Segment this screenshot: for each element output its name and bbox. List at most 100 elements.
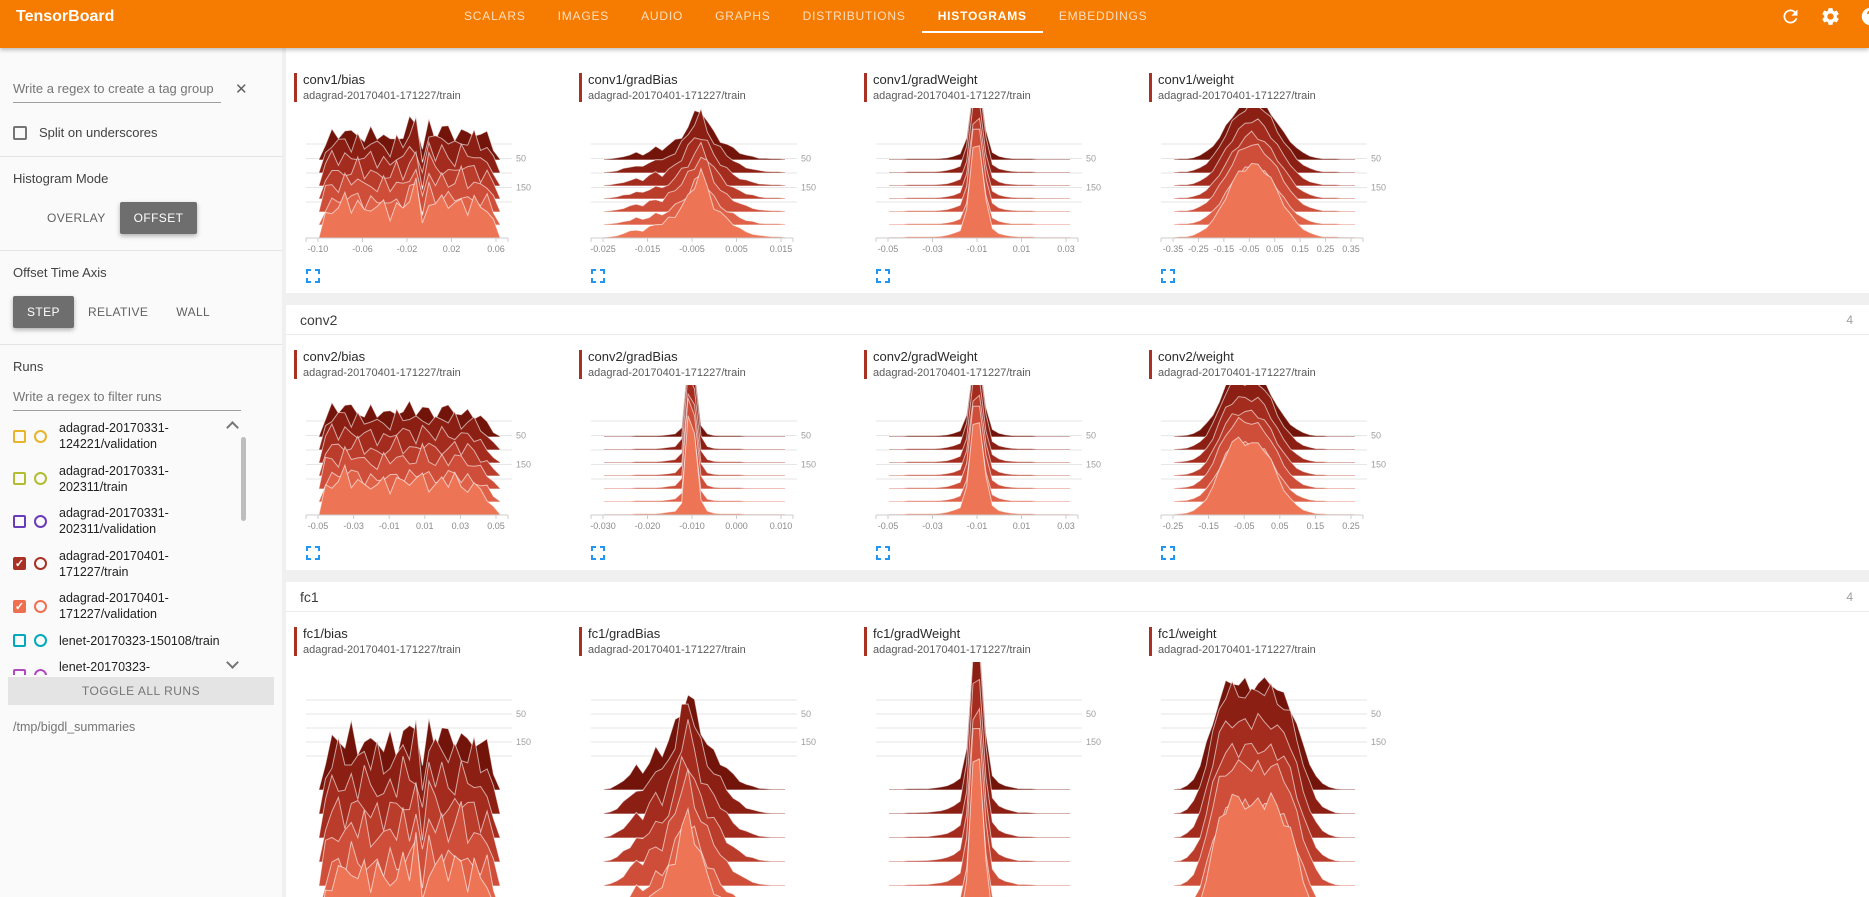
expand-icon[interactable] xyxy=(591,269,605,283)
histogram-chart[interactable]: 50 150 -0.10 -0.06 -0.02 0.02 0.06 xyxy=(292,108,544,258)
histogram-card: conv1/bias adagrad-20170401-171227/train 5… xyxy=(292,64,577,289)
section-title: conv2 xyxy=(300,311,338,328)
svg-text:-0.02: -0.02 xyxy=(397,244,418,254)
expand-button[interactable] xyxy=(1147,263,1432,289)
svg-text:50: 50 xyxy=(516,154,526,164)
run-solo-radio[interactable] xyxy=(34,514,47,528)
run-regex-input[interactable] xyxy=(13,384,241,411)
svg-text:-0.030: -0.030 xyxy=(590,521,616,531)
run-checkbox[interactable]: ✓ xyxy=(13,557,26,571)
runs-scrollbar[interactable] xyxy=(241,437,246,521)
tab-distributions[interactable]: DISTRIBUTIONS xyxy=(802,9,906,23)
run-checkbox[interactable] xyxy=(13,668,26,675)
split-underscores-checkbox[interactable] xyxy=(13,125,27,140)
section-header[interactable] xyxy=(286,48,1869,58)
run-solo-radio[interactable] xyxy=(34,557,47,571)
section-header[interactable]: fc1 4 xyxy=(286,582,1869,612)
svg-text:0.05: 0.05 xyxy=(1266,244,1284,254)
cards-row: fc1/bias adagrad-20170401-171227/train 50 1… xyxy=(286,612,1869,897)
card-header: fc1/gradBias adagrad-20170401-171227/trai… xyxy=(577,618,862,656)
expand-icon[interactable] xyxy=(876,546,890,560)
cards-row: conv1/bias adagrad-20170401-171227/train 5… xyxy=(286,58,1869,293)
run-checkbox[interactable] xyxy=(13,634,26,648)
help-icon[interactable] xyxy=(1860,6,1869,27)
tag-filter-block: ✕ Split on underscores xyxy=(0,48,282,157)
card-run-name: adagrad-20170401-171227/train xyxy=(1158,644,1316,656)
run-checkbox[interactable]: ✓ xyxy=(13,599,26,613)
histogram-chart[interactable]: 50 150 xyxy=(577,662,829,897)
histogram-chart[interactable]: 50 150 xyxy=(292,662,544,897)
card-run-name: adagrad-20170401-171227/train xyxy=(303,367,461,379)
expand-button[interactable] xyxy=(292,263,577,289)
expand-icon[interactable] xyxy=(306,546,320,560)
run-list-item: lenet-20170323-150108/train xyxy=(13,628,269,654)
histogram-mode-label: Histogram Mode xyxy=(13,171,109,186)
close-icon[interactable]: ✕ xyxy=(235,81,248,98)
expand-icon[interactable] xyxy=(876,269,890,283)
time-axis-relative-button[interactable]: RELATIVE xyxy=(87,305,149,319)
expand-icon[interactable] xyxy=(1161,269,1175,283)
toggle-all-runs-button[interactable]: TOGGLE ALL RUNS xyxy=(8,677,274,705)
histogram-chart[interactable]: 50 150 -0.05 -0.03 -0.01 0.01 0.03 xyxy=(862,80,1114,258)
histogram-chart[interactable]: 50 150 xyxy=(1147,662,1399,897)
card-header: conv1/gradWeight adagrad-20170401-171227/… xyxy=(862,64,1147,102)
section-header[interactable]: conv2 4 xyxy=(286,305,1869,335)
time-axis-step-button[interactable]: STEP xyxy=(13,296,74,328)
run-checkbox[interactable] xyxy=(13,429,26,443)
runs-block: Runs adagrad-20170331-124221/validationa… xyxy=(0,345,282,675)
svg-text:-0.15: -0.15 xyxy=(1198,521,1219,531)
expand-button[interactable] xyxy=(292,540,577,566)
svg-text:0.06: 0.06 xyxy=(487,244,505,254)
histogram-mode-overlay-button[interactable]: OVERLAY xyxy=(47,211,106,225)
run-checkbox[interactable] xyxy=(13,514,26,528)
run-name: adagrad-20170401-171227/validation xyxy=(59,591,169,622)
run-solo-radio[interactable] xyxy=(34,472,47,486)
tag-section-fc1: fc1 4 fc1/bias adagrad-20170401-171227/trai… xyxy=(286,582,1869,897)
svg-text:50: 50 xyxy=(516,431,526,441)
expand-button[interactable] xyxy=(862,540,1147,566)
run-solo-radio[interactable] xyxy=(34,634,47,648)
run-color-bar xyxy=(579,73,582,102)
run-checkbox[interactable] xyxy=(13,472,26,486)
histogram-chart[interactable]: 50 150 -0.35 -0.25 -0.15 -0.05 0.05 0.15 0.25 0.3… xyxy=(1147,100,1399,258)
tab-graphs[interactable]: GRAPHS xyxy=(715,9,771,23)
tab-histograms[interactable]: HISTOGRAMS xyxy=(921,0,1043,33)
expand-icon[interactable] xyxy=(1161,546,1175,560)
histogram-chart[interactable]: 50 150 xyxy=(862,638,1114,897)
tab-embeddings[interactable]: EMBEDDINGS xyxy=(1058,9,1148,23)
histogram-chart[interactable]: 50 150 -0.025 -0.015 -0.005 0.005 0.015 xyxy=(577,107,829,258)
card-header: conv2/gradBias adagrad-20170401-171227/tr… xyxy=(577,341,862,379)
expand-button[interactable] xyxy=(577,540,862,566)
expand-button[interactable] xyxy=(862,263,1147,289)
run-list-item: ✓ adagrad-20170401-171227/train xyxy=(13,543,269,586)
run-solo-radio[interactable] xyxy=(34,429,47,443)
expand-icon[interactable] xyxy=(591,546,605,560)
histogram-chart[interactable]: 50 150 -0.05 -0.03 -0.01 0.01 0.03 xyxy=(862,357,1114,535)
expand-icon[interactable] xyxy=(306,269,320,283)
expand-button[interactable] xyxy=(577,263,862,289)
histogram-chart[interactable]: 50 150 -0.25 -0.15 -0.05 0.05 0.15 0.25 xyxy=(1147,374,1399,535)
histogram-chart[interactable]: 50 150 -0.05 -0.03 -0.01 0.01 0.03 0.05 xyxy=(292,385,544,535)
tab-audio[interactable]: AUDIO xyxy=(641,9,684,23)
svg-text:50: 50 xyxy=(801,431,811,441)
expand-button[interactable] xyxy=(1147,540,1432,566)
tag-regex-input[interactable] xyxy=(13,76,221,103)
tag-title: conv2/weight xyxy=(1158,349,1234,364)
histogram-card: fc1/weight adagrad-20170401-171227/train 5… xyxy=(1147,618,1432,897)
histogram-card: conv2/gradBias adagrad-20170401-171227/tr… xyxy=(577,341,862,566)
tab-images[interactable]: IMAGES xyxy=(557,9,610,23)
settings-gear-icon[interactable] xyxy=(1820,6,1841,27)
refresh-icon[interactable] xyxy=(1780,6,1801,27)
svg-text:-0.06: -0.06 xyxy=(352,244,373,254)
histogram-card: fc1/bias adagrad-20170401-171227/train 50 1… xyxy=(292,618,577,897)
time-axis-wall-button[interactable]: WALL xyxy=(176,305,211,319)
histogram-card: fc1/gradBias adagrad-20170401-171227/trai… xyxy=(577,618,862,897)
chart-area: 50 150 -0.35 -0.25 -0.15 -0.05 0.05 0.15 0.25 0.3… xyxy=(1147,100,1432,263)
tab-scalars[interactable]: SCALARS xyxy=(464,9,526,23)
run-solo-radio[interactable] xyxy=(34,599,47,613)
chart-area: 50 150 -0.030 -0.020 -0.010 0.000 0.010 xyxy=(577,356,862,540)
log-directory-path: /tmp/bigdl_summaries xyxy=(13,720,136,734)
histogram-chart[interactable]: 50 150 -0.030 -0.020 -0.010 0.000 0.010 xyxy=(577,356,829,535)
run-solo-radio[interactable] xyxy=(34,668,47,675)
histogram-mode-offset-button[interactable]: OFFSET xyxy=(119,202,198,234)
